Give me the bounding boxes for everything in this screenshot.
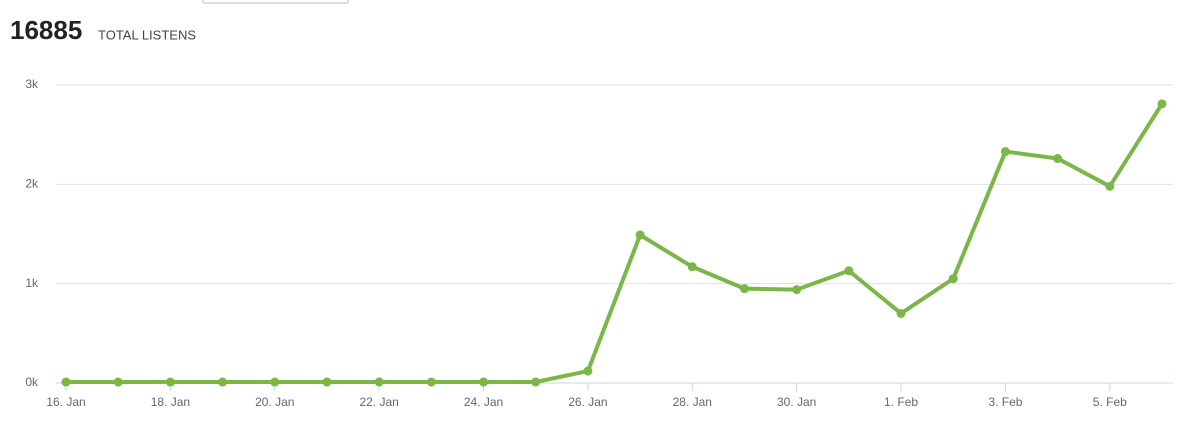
y-tick-label: 1k bbox=[25, 276, 39, 290]
x-tick-label: 5. Feb bbox=[1093, 395, 1127, 409]
line bbox=[66, 102, 1164, 385]
point bbox=[113, 377, 123, 387]
point bbox=[583, 366, 593, 376]
x-tick-label: 16. Jan bbox=[46, 395, 85, 409]
x-tick-label: 30. Jan bbox=[777, 395, 816, 409]
x-tick-label: 26. Jan bbox=[568, 395, 607, 409]
point bbox=[426, 377, 436, 387]
x-tick-label: 18. Jan bbox=[151, 395, 190, 409]
total-label: TOTAL LISTENS bbox=[98, 27, 196, 42]
x-tick-label: 24. Jan bbox=[464, 395, 503, 409]
x-tick-label: 22. Jan bbox=[359, 395, 398, 409]
point bbox=[687, 262, 697, 272]
x-tick-label: 3. Feb bbox=[988, 395, 1022, 409]
point bbox=[479, 377, 489, 387]
x-tick-label: 20. Jan bbox=[255, 395, 294, 409]
point bbox=[1000, 147, 1010, 157]
point bbox=[531, 377, 541, 387]
point bbox=[948, 274, 958, 284]
x-tick-label: 1. Feb bbox=[884, 395, 918, 409]
point bbox=[165, 377, 175, 387]
point bbox=[270, 377, 280, 387]
y-tick-label: 3k bbox=[25, 77, 39, 91]
point bbox=[374, 377, 384, 387]
point bbox=[1053, 154, 1063, 164]
y-tick-label: 0k bbox=[25, 375, 39, 389]
point bbox=[218, 377, 228, 387]
point bbox=[1157, 99, 1167, 109]
point bbox=[61, 377, 71, 387]
point bbox=[896, 308, 906, 318]
point bbox=[635, 230, 645, 240]
point bbox=[322, 377, 332, 387]
point bbox=[792, 285, 802, 295]
button-edge[interactable] bbox=[202, 0, 349, 4]
point bbox=[1105, 181, 1115, 191]
x-tick-label: 28. Jan bbox=[673, 395, 712, 409]
y-tick-label: 2k bbox=[25, 177, 39, 191]
point bbox=[739, 284, 749, 294]
total: 16885 bbox=[10, 15, 82, 45]
point bbox=[844, 266, 854, 276]
